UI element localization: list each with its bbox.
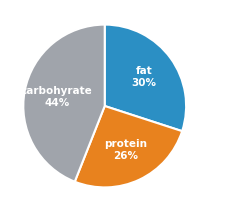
Text: protein
26%: protein 26% [104, 139, 147, 161]
Wedge shape [75, 106, 182, 187]
Text: carbohyrate
44%: carbohyrate 44% [21, 86, 93, 108]
Text: fat
30%: fat 30% [132, 67, 157, 88]
Wedge shape [23, 25, 105, 182]
Wedge shape [105, 25, 186, 131]
